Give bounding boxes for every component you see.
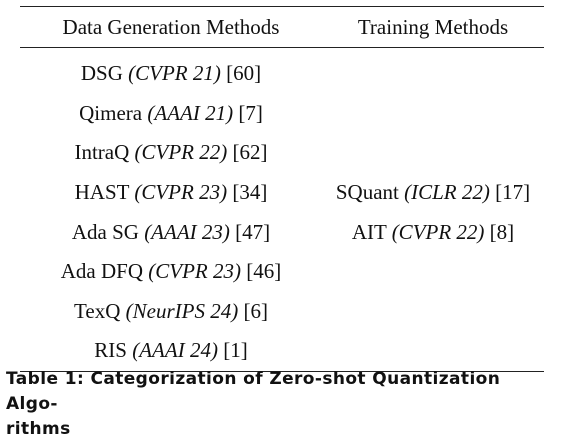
- data-generation-cell: IntraQ (CVPR 22) [62]: [20, 133, 322, 173]
- table-row: DSG (CVPR 21) [60]: [20, 48, 544, 94]
- training-method-cell: [322, 94, 544, 134]
- training-method-cell: [322, 292, 544, 332]
- table-row: Ada SG (AAAI 23) [47] AIT (CVPR 22) [8]: [20, 212, 544, 252]
- method-citation: [7]: [238, 100, 263, 125]
- training-method-cell: [322, 252, 544, 292]
- categorization-table-container: Data Generation Methods Training Methods…: [20, 6, 544, 372]
- method-venue: (AAAI 24): [132, 338, 218, 363]
- method-name: Ada DFQ: [60, 259, 143, 284]
- method-citation: [60]: [226, 61, 262, 86]
- method-name: HAST: [74, 180, 130, 205]
- method-name: AIT: [351, 219, 387, 244]
- method-venue: (CVPR 23): [134, 180, 228, 205]
- method-name: DSG: [80, 61, 123, 86]
- data-generation-cell: Qimera (AAAI 21) [7]: [20, 94, 322, 134]
- method-venue: (ICLR 22): [404, 180, 490, 205]
- data-generation-cell: DSG (CVPR 21) [60]: [20, 48, 322, 94]
- method-citation: [62]: [232, 140, 268, 165]
- training-method-cell: AIT (CVPR 22) [8]: [322, 212, 544, 252]
- table-caption: Table 1: Categorization of Zero-shot Qua…: [6, 367, 556, 442]
- method-name: SQuant: [335, 180, 399, 205]
- method-name: RIS: [94, 338, 127, 363]
- table-row: IntraQ (CVPR 22) [62]: [20, 133, 544, 173]
- method-name: Qimera: [79, 100, 143, 125]
- method-citation: [8]: [489, 219, 515, 244]
- method-citation: [6]: [243, 298, 268, 323]
- table-row: TexQ (NeurIPS 24) [6]: [20, 292, 544, 332]
- training-method-cell: [322, 48, 544, 94]
- table-header: Data Generation Methods Training Methods: [20, 6, 544, 48]
- method-citation: [17]: [495, 180, 531, 205]
- method-citation: [46]: [246, 259, 282, 284]
- method-name: TexQ: [74, 298, 121, 323]
- training-method-cell: [322, 331, 544, 371]
- table-row: Ada DFQ (CVPR 23) [46]: [20, 252, 544, 292]
- method-venue: (AAAI 21): [147, 100, 234, 125]
- method-citation: [47]: [235, 219, 271, 244]
- training-method-cell: [322, 133, 544, 173]
- categorization-table: Data Generation Methods Training Methods…: [20, 6, 544, 372]
- method-venue: (CVPR 23): [148, 259, 241, 284]
- data-generation-cell: RIS (AAAI 24) [1]: [20, 331, 322, 371]
- table-row: Qimera (AAAI 21) [7]: [20, 94, 544, 134]
- table-body: DSG (CVPR 21) [60] Qimera (AAAI 21) [7] In…: [20, 48, 544, 372]
- method-citation: [1]: [223, 338, 248, 363]
- data-generation-cell: TexQ (NeurIPS 24) [6]: [20, 292, 322, 332]
- method-citation: [34]: [232, 180, 268, 205]
- table-header-row: Data Generation Methods Training Methods: [20, 6, 544, 48]
- table-row: RIS (AAAI 24) [1]: [20, 331, 544, 372]
- method-venue: (CVPR 22): [391, 219, 485, 244]
- caption-line-1: Table 1: Categorization of Zero-shot Qua…: [6, 369, 501, 414]
- method-venue: (AAAI 23): [144, 219, 230, 244]
- method-venue: (CVPR 22): [134, 140, 228, 165]
- table-row: HAST (CVPR 23) [34] SQuant (ICLR 22) [17]: [20, 173, 544, 213]
- header-data-generation-methods: Data Generation Methods: [62, 14, 280, 39]
- method-name: Ada SG: [71, 219, 139, 244]
- data-generation-cell: Ada DFQ (CVPR 23) [46]: [20, 252, 322, 292]
- training-method-cell: SQuant (ICLR 22) [17]: [322, 173, 544, 213]
- data-generation-cell: Ada SG (AAAI 23) [47]: [20, 212, 322, 252]
- caption-line-2: rithms: [6, 419, 71, 439]
- header-training-methods: Training Methods: [357, 14, 509, 39]
- method-venue: (CVPR 21): [128, 61, 221, 86]
- method-name: IntraQ: [74, 140, 130, 165]
- data-generation-cell: HAST (CVPR 23) [34]: [20, 173, 322, 213]
- method-venue: (NeurIPS 24): [125, 298, 239, 323]
